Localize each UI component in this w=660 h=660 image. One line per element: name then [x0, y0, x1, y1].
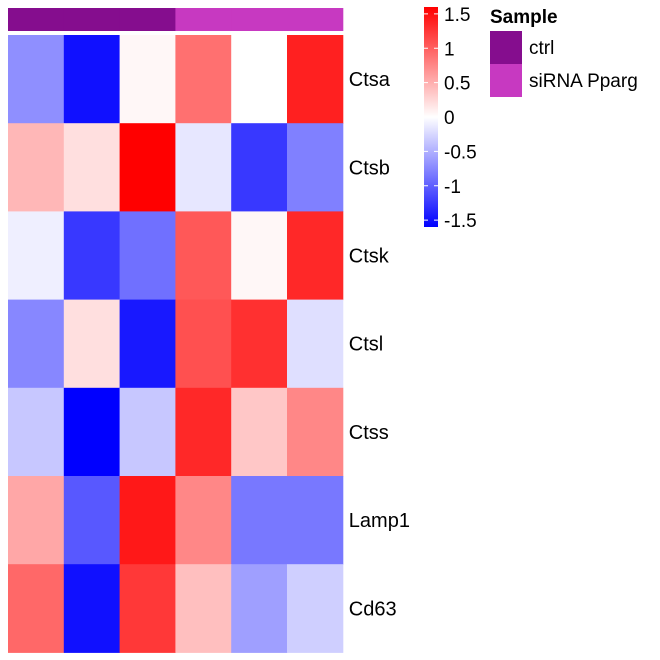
heatmap-cell [8, 211, 65, 301]
heatmap-cell [231, 211, 288, 301]
color-scale-tick-label: 1 [444, 39, 455, 60]
row-label: Ctss [349, 422, 389, 444]
heatmap-cell [175, 387, 232, 477]
heatmap-cell [63, 35, 121, 124]
heatmap-cell [119, 35, 176, 124]
row-label: Ctsa [349, 69, 391, 91]
color-scale-tick-label: -1.5 [444, 211, 477, 232]
heatmap-cell [63, 123, 121, 212]
heatmap-cell [119, 476, 176, 565]
color-scale-tick-label: -0.5 [444, 142, 477, 163]
heatmap-cell [8, 564, 65, 653]
heatmap-cell [231, 299, 288, 389]
color-scale-bar [424, 7, 438, 227]
heatmap-cell [175, 476, 232, 565]
annotation-cell [63, 8, 121, 31]
color-scale-tick-label: 0 [444, 108, 455, 129]
row-label: Ctsk [349, 246, 390, 268]
sample-legend-title: Sample [490, 7, 558, 28]
heatmap-cell [287, 211, 344, 301]
sample-legend-label: siRNA Pparg [529, 71, 638, 92]
heatmap-cell [175, 211, 232, 301]
color-scale-ticks: 1.5 1 0.5 0 -0.5 -1 -1.5 [424, 5, 477, 232]
annotation-cell [8, 8, 65, 31]
heatmap-cell [119, 211, 176, 301]
heatmap-cell [119, 123, 176, 212]
heatmap-cell [175, 35, 232, 124]
heatmap-cells [8, 35, 344, 653]
heatmap-cell [8, 299, 65, 389]
heatmap-cell [63, 211, 121, 301]
heatmap-cell [287, 387, 344, 477]
heatmap-cell [231, 564, 288, 653]
annotation-cell [231, 8, 288, 31]
sample-legend-swatch [490, 31, 522, 64]
heatmap-cell [231, 476, 288, 565]
annotation-cell [119, 8, 176, 31]
heatmap-cell [231, 123, 288, 212]
row-labels: Ctsa Ctsb Ctsk Ctsl Ctss Lamp1 Cd63 [349, 69, 410, 620]
color-scale-tick-label: -1 [444, 177, 461, 198]
heatmap-cell [287, 476, 344, 565]
heatmap-cell [175, 123, 232, 212]
heatmap-cell [63, 299, 121, 389]
sample-annotation-bar [8, 8, 344, 31]
heatmap-cell [287, 564, 344, 653]
color-scale-legend: 1.5 1 0.5 0 -0.5 -1 -1.5 [424, 5, 477, 232]
heatmap-cell [8, 387, 65, 477]
heatmap-cell [119, 299, 176, 389]
color-scale-tick-label: 1.5 [444, 5, 470, 26]
row-label: Ctsb [349, 157, 390, 179]
sample-legend: Sample ctrl siRNA Pparg [490, 7, 638, 97]
sample-legend-swatch [490, 64, 522, 97]
heatmap-cell [8, 123, 65, 212]
heatmap-cell [231, 35, 288, 124]
heatmap-cell [287, 123, 344, 212]
row-label: Cd63 [349, 598, 397, 620]
heatmap-cell [63, 387, 121, 477]
sample-legend-label: ctrl [529, 38, 554, 59]
heatmap-cell [63, 476, 121, 565]
heatmap-cell [119, 564, 176, 653]
row-label: Lamp1 [349, 510, 410, 532]
heatmap-cell [63, 564, 121, 653]
row-label: Ctsl [349, 334, 383, 356]
heatmap-cell [287, 35, 344, 124]
heatmap-cell [231, 387, 288, 477]
color-scale-tick-label: 0.5 [444, 74, 470, 95]
heatmap-cell [8, 476, 65, 565]
heatmap-cell [8, 35, 65, 124]
heatmap-cell [287, 299, 344, 389]
heatmap-cell [175, 564, 232, 653]
heatmap-cell [175, 299, 232, 389]
annotation-cell [287, 8, 344, 31]
heatmap-cell [119, 387, 176, 477]
annotation-cell [175, 8, 232, 31]
